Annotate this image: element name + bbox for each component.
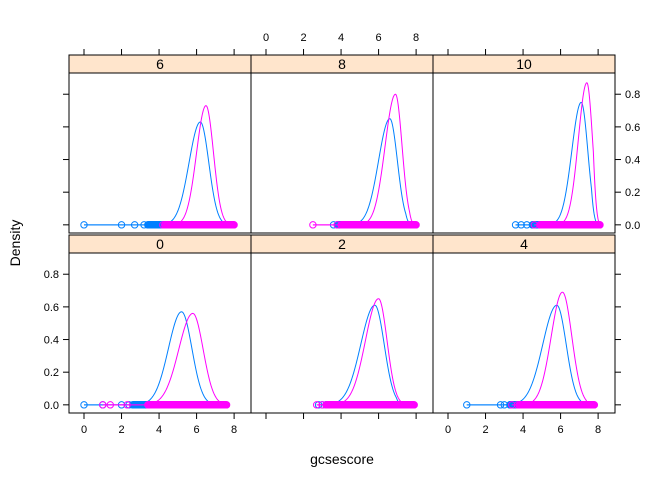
panel-data <box>511 82 604 229</box>
panel-data <box>309 93 420 229</box>
x-tick-label: 8 <box>595 424 601 436</box>
strip-label: 2 <box>338 236 346 252</box>
y-tick-label: 0.4 <box>625 155 640 167</box>
x-tick-label: 0 <box>81 424 87 436</box>
panel-data <box>463 291 599 409</box>
density-curve <box>316 298 412 406</box>
x-tick-label: 4 <box>520 424 526 436</box>
panel-data <box>80 311 231 409</box>
x-tick-label: 8 <box>231 424 237 436</box>
x-tick-label: 2 <box>300 32 306 44</box>
y-tick-label: 0.2 <box>44 367 59 379</box>
panel-border <box>432 72 616 234</box>
strip-label: 6 <box>156 56 164 72</box>
x-tick-label: 0 <box>263 32 269 44</box>
y-tick-label: 0.6 <box>625 122 640 134</box>
density-curve <box>511 291 594 406</box>
y-tick-label: 0.2 <box>625 187 640 199</box>
panel-data <box>80 105 238 229</box>
x-tick-label: 2 <box>482 424 488 436</box>
density-curve <box>515 101 600 226</box>
panels-layer: 0 2 4 6 8 10 <box>68 54 616 414</box>
panel-4: 4 <box>432 234 616 414</box>
panel-2: 2 <box>250 234 434 414</box>
density-curve <box>466 304 590 406</box>
axes-layer: 0 2 4 6 8 0.0 0.2 0.4 0.6 0.8 0 2 4 6 8 0 2 4 6 8 0.0 0.2 0.4 0… <box>44 32 641 436</box>
x-tick-label: 6 <box>194 424 200 436</box>
strip-label: 4 <box>520 236 528 252</box>
density-curve <box>84 121 232 226</box>
density-curve <box>162 105 236 226</box>
x-tick-label: 0 <box>445 424 451 436</box>
x-tick-label: 2 <box>118 424 124 436</box>
x-tick-label: 6 <box>376 32 382 44</box>
x-axis-title: gcsescore <box>310 451 374 467</box>
y-tick-label: 0.8 <box>44 269 59 281</box>
strip-label: 0 <box>156 236 164 252</box>
density-curve <box>534 82 601 226</box>
panel-8: 8 <box>250 54 434 234</box>
density-curve <box>312 93 418 226</box>
y-tick-label: 0.8 <box>625 89 640 101</box>
panel-6: 6 <box>68 54 252 234</box>
density-curve <box>102 312 230 406</box>
strip-label: 10 <box>516 56 532 72</box>
x-tick-label: 4 <box>338 32 344 44</box>
y-tick-label: 0.6 <box>44 302 59 314</box>
x-tick-label: 4 <box>156 424 162 436</box>
panel-border <box>432 252 616 414</box>
strip-label: 8 <box>338 56 346 72</box>
x-tick-label: 8 <box>413 32 419 44</box>
panel-10: 10 <box>432 54 616 234</box>
y-tick-label: 0.4 <box>44 335 59 347</box>
y-tick-label: 0.0 <box>625 220 640 232</box>
y-tick-label: 0.0 <box>44 400 59 412</box>
panel-data <box>312 298 418 409</box>
y-axis-title: Density <box>7 220 23 267</box>
x-tick-label: 6 <box>558 424 564 436</box>
